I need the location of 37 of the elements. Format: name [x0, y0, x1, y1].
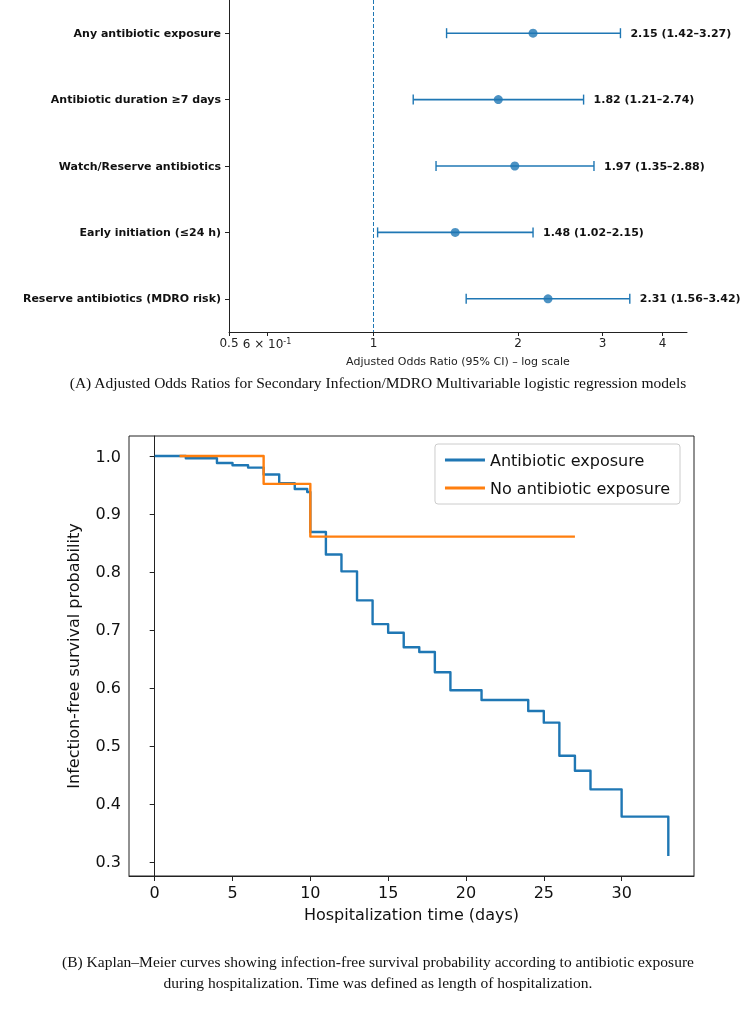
x-tick-label: 0.5 — [219, 336, 239, 350]
x-tick-label: 20 — [455, 882, 477, 902]
annotation: 2.15 (1.42–3.27) — [630, 26, 732, 40]
annotation: 2.31 (1.56–3.42) — [639, 292, 741, 306]
x-tick-label: 3 — [598, 336, 607, 350]
y-tick-label: 0.9 — [95, 504, 121, 524]
x-tick-label: 10 — [300, 882, 321, 902]
y-tick-label: 0.6 — [95, 678, 121, 698]
text: (B) Kaplan–Meier curves showing infection-free survival probability according to antibiotic exposure during hospitalization. Time was defined as length of hospitalization. — [61, 952, 695, 993]
y-tick-label: 0.3 — [95, 852, 121, 872]
x-tick-label: 2 — [514, 336, 522, 350]
text: (A) Adjusted Odds Ratios for Secondary Infection/MDRO Multivariable logistic regression models — [68, 373, 688, 393]
legend-label: No antibiotic exposure — [489, 478, 671, 498]
x-tick-label: 1 — [369, 336, 378, 350]
x-axis-title: Adjusted Odds Ratio (95% CI) – log scale — [346, 355, 571, 368]
y-tick-label: Watch/Reserve antibiotics — [58, 159, 222, 173]
annotation: 1.97 (1.35–2.88) — [603, 159, 705, 173]
y-tick-label: 0.4 — [95, 794, 121, 814]
x-tick-label: 0 — [149, 882, 160, 902]
annotation: 1.48 (1.02–2.15) — [543, 225, 644, 239]
x-tick-label: 25 — [533, 882, 554, 902]
x-tick-label: 4 — [658, 336, 667, 350]
x-axis-title: Hospitalization time (days) — [303, 904, 520, 924]
y-tick-label: Antibiotic duration ≥7 days — [50, 93, 222, 107]
y-tick-label: 0.5 — [95, 736, 121, 756]
y-tick-label: 0.8 — [95, 562, 121, 582]
x-tick-label: 15 — [377, 882, 399, 902]
y-tick-label: 1.0 — [95, 446, 121, 466]
y-tick-label: Early initiation (≤24 h) — [79, 225, 221, 239]
y-axis-title: Infection-free survival probability — [63, 523, 83, 789]
y-tick-label: Any antibiotic exposure — [73, 26, 221, 40]
legend-label: Antibiotic exposure — [489, 450, 645, 470]
x-tick-label: 30 — [611, 882, 632, 902]
annotation: 1.82 (1.21–2.74) — [593, 93, 695, 107]
y-tick-label: Reserve antibiotics (MDRO risk) — [22, 292, 221, 306]
x-tick-label: 5 — [227, 882, 238, 902]
y-tick-label: 0.7 — [95, 620, 121, 640]
